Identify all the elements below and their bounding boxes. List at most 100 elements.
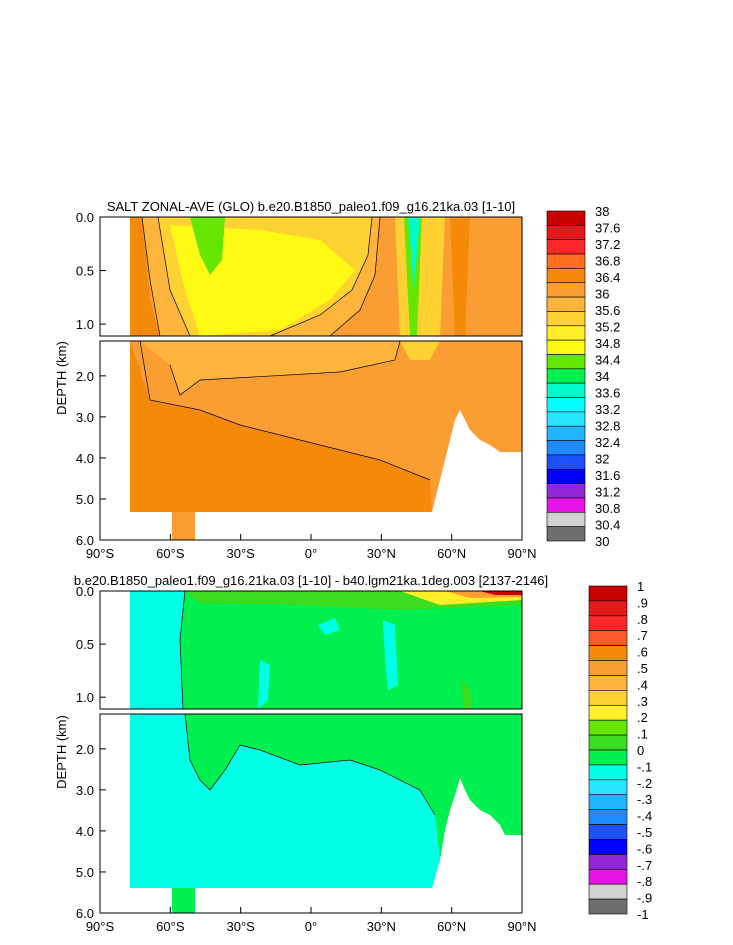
colorbar-swatch <box>546 425 586 441</box>
colorbar-swatch <box>588 690 628 706</box>
colorbar-label: -.2 <box>637 776 652 791</box>
colorbar-label: .1 <box>637 727 648 742</box>
colorbar-label: 30.8 <box>595 501 620 516</box>
y-tick-label: 6.0 <box>76 906 94 921</box>
colorbar-swatch <box>546 468 586 484</box>
x-tick-label: 90°N <box>507 919 536 934</box>
x-tick-label: 60°N <box>437 919 466 934</box>
colorbar-swatch <box>546 239 586 255</box>
colorbar-label: 33.6 <box>595 386 620 401</box>
colorbar-swatch <box>546 382 586 398</box>
colorbar-swatch <box>546 497 586 513</box>
colorbar-label: 34.8 <box>595 336 620 351</box>
field-green-a <box>190 217 225 275</box>
colorbar-swatch <box>546 397 586 413</box>
colorbar-swatch <box>546 225 586 240</box>
chart-2-lower-field <box>100 714 522 913</box>
colorbar-swatch <box>546 440 586 456</box>
colorbar-label: 30 <box>595 534 609 549</box>
colorbar-swatch <box>546 526 586 542</box>
bathymetry <box>100 341 130 540</box>
colorbar-label: -.8 <box>637 874 652 889</box>
y-tick-label: 0.5 <box>76 637 94 652</box>
diff-lower-cyan <box>130 714 440 888</box>
colorbar-label: 35.2 <box>595 320 620 335</box>
diff-cyan-blob-3 <box>383 620 398 690</box>
colorbar-swatch <box>588 585 628 602</box>
chart-2-upper-field <box>130 591 522 709</box>
colorbar-swatch <box>588 660 628 676</box>
colorbar-swatch <box>588 883 628 900</box>
colorbar-swatch <box>588 600 628 617</box>
diff-surface-red <box>480 591 522 595</box>
chart-1-lower-field <box>100 341 522 540</box>
colorbar-label: -.3 <box>637 792 652 807</box>
diff-cyan-blob <box>258 660 270 709</box>
colorbar-label: -.9 <box>637 891 652 906</box>
colorbar-swatch <box>546 210 586 226</box>
colorbar-swatch <box>546 311 586 327</box>
chart-2-title: b.e20.B1850_paleo1.f09_g16.21ka.03 [1-10… <box>74 573 548 588</box>
chart-2-yticks-upper: 0.0 0.5 1.0 <box>76 584 106 705</box>
colorbar-label: .3 <box>637 694 648 709</box>
y-tick-label: 4.0 <box>76 824 94 839</box>
colorbar-label: .5 <box>637 661 648 676</box>
chart-2-colorbar: 1.9 .8.7 .6.5.4 .3.2 .10-.1 -.2-.3 -.4-.5-.6 -.… <box>588 579 652 922</box>
colorbar-swatch <box>546 483 586 499</box>
contour-1 <box>141 217 161 336</box>
lower-field-deep <box>130 341 432 512</box>
colorbar-swatch <box>588 824 628 840</box>
diff-contour-1 <box>179 591 186 709</box>
diff-green <box>130 591 522 709</box>
chart-1-ylabel: DEPTH (km) <box>54 341 69 415</box>
colorbar-label: 35.6 <box>595 303 620 318</box>
colorbar-label: .2 <box>637 710 648 725</box>
diff-bathymetry-mid <box>195 778 522 913</box>
lower-contour-1 <box>139 341 431 481</box>
colorbar-swatch <box>588 809 628 825</box>
chart-2-upper-frame <box>99 590 523 710</box>
contour-4 <box>329 217 381 336</box>
field-orange-b <box>130 217 160 336</box>
colorbar-swatch <box>546 296 586 312</box>
chart-1-upper-field <box>130 217 522 336</box>
colorbar-label: 0 <box>637 743 644 758</box>
colorbar-label: 32.8 <box>595 419 620 434</box>
bathymetry-mid <box>195 410 522 540</box>
colorbar-label: .4 <box>637 677 648 692</box>
colorbar-label: -.1 <box>637 759 652 774</box>
colorbar-swatch <box>588 615 628 632</box>
lower-field-north <box>400 341 440 360</box>
y-tick-label: 6.0 <box>76 533 94 548</box>
colorbar-label: .9 <box>637 595 648 610</box>
colorbar-label: 1 <box>637 579 644 594</box>
colorbar-swatch <box>588 764 628 781</box>
x-tick-label: 60°S <box>156 546 185 561</box>
diff-bathymetry-west <box>100 714 130 913</box>
colorbar-label: -.7 <box>637 858 652 873</box>
contour-2 <box>157 217 191 336</box>
x-tick-label: 90°S <box>86 919 115 934</box>
colorbar-swatch <box>546 368 586 384</box>
colorbar-swatch <box>546 512 586 527</box>
colorbar-swatch <box>588 630 628 646</box>
colorbar-swatch <box>588 645 628 661</box>
colorbar-label: 38 <box>595 204 609 219</box>
colorbar-swatch <box>546 253 586 269</box>
colorbar-swatch <box>588 734 628 751</box>
x-tick-label: 30°S <box>226 546 255 561</box>
colorbar-label: 37.2 <box>595 237 620 252</box>
x-tick-label: 30°N <box>367 546 396 561</box>
colorbar-swatch <box>588 854 628 870</box>
diff-bathymetry-sw <box>130 888 172 913</box>
colorbar-swatch <box>546 268 586 284</box>
colorbar-label: .7 <box>637 628 648 643</box>
colorbar-swatch <box>588 675 628 691</box>
colorbar-label: 36 <box>595 287 609 302</box>
y-tick-label: 4.0 <box>76 451 94 466</box>
chart-2: b.e20.B1850_paleo1.f09_g16.21ka.03 [1-10… <box>54 573 652 934</box>
colorbar-label: 36.8 <box>595 254 620 269</box>
y-tick-label: 2.0 <box>76 742 94 757</box>
colorbar-label: 36.4 <box>595 270 620 285</box>
